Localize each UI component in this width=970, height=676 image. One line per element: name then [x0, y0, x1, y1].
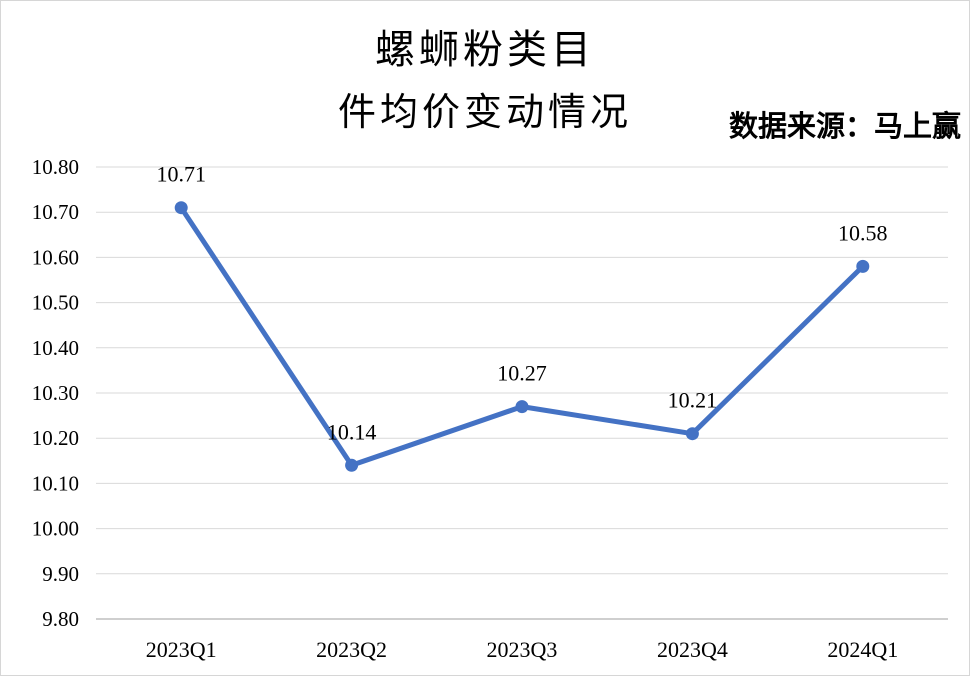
data-point-marker	[345, 458, 359, 472]
data-label: 10.71	[156, 162, 206, 187]
data-point-marker	[174, 201, 188, 215]
data-source-label: 数据来源：马上赢	[728, 111, 961, 143]
y-tick-label: 10.30	[32, 381, 79, 405]
y-tick-label: 10.10	[32, 471, 79, 495]
data-label: 10.58	[838, 220, 888, 245]
y-tick-label: 9.90	[42, 562, 79, 586]
y-tick-label: 10.80	[32, 155, 79, 179]
y-tick-label: 10.00	[32, 517, 79, 541]
data-point-marker	[856, 259, 870, 273]
x-tick-label: 2023Q3	[487, 637, 558, 662]
data-label: 10.14	[327, 419, 377, 444]
data-point-marker	[685, 427, 699, 441]
y-tick-label: 10.50	[32, 291, 79, 315]
data-label: 10.27	[497, 361, 547, 386]
data-label: 10.21	[668, 388, 718, 413]
chart-title-line2: 件均价变动情况	[337, 92, 632, 134]
chart-title-line1: 螺蛳粉类目	[375, 27, 595, 72]
series-line	[178, 205, 866, 468]
y-tick-label: 10.20	[32, 426, 79, 450]
x-tick-label: 2023Q4	[657, 637, 728, 662]
y-tick-label: 10.70	[32, 200, 79, 224]
y-tick-label: 10.60	[32, 245, 79, 269]
x-tick-label: 2024Q1	[827, 637, 898, 662]
data-point-marker	[515, 400, 529, 414]
x-tick-label: 2023Q1	[146, 637, 217, 662]
y-tick-label: 9.80	[42, 607, 79, 631]
x-tick-label: 2023Q2	[316, 637, 387, 662]
y-tick-label: 10.40	[32, 336, 79, 360]
